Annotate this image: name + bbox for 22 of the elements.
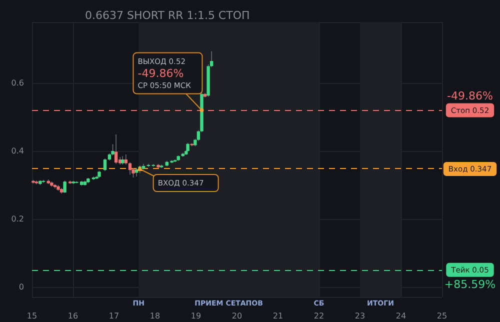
chart-title: 0.6637 SHORT RR 1:1.5 СТОП xyxy=(85,9,250,22)
candlestick xyxy=(103,158,107,172)
x-tick-label: 15 xyxy=(26,312,38,320)
candlestick xyxy=(128,162,132,176)
text: +85.59% xyxy=(444,278,496,291)
y-tick-label: 0.4 xyxy=(11,146,24,156)
y-tick-label: 0.2 xyxy=(11,214,24,224)
x-tick-label: 22 xyxy=(314,312,324,320)
x-tick-label: 16 xyxy=(68,312,78,320)
x-tick-label: 24 xyxy=(396,312,406,320)
y-tick-label: 0 xyxy=(18,282,24,292)
x-tick-label: 20 xyxy=(232,312,242,320)
x-tick-label: 19 xyxy=(190,312,202,320)
candlestick xyxy=(114,134,118,164)
candlestick xyxy=(63,180,66,194)
x-tick-label: 17 xyxy=(108,312,120,320)
text: -49.86% xyxy=(447,89,493,102)
x-tick-label: 23 xyxy=(354,312,366,320)
x-tick-label: 25 xyxy=(436,312,448,320)
y-tick-label: 0.6 xyxy=(11,78,24,88)
x-tick-label: 21 xyxy=(272,312,284,320)
x-tick-label: 18 xyxy=(150,312,160,320)
